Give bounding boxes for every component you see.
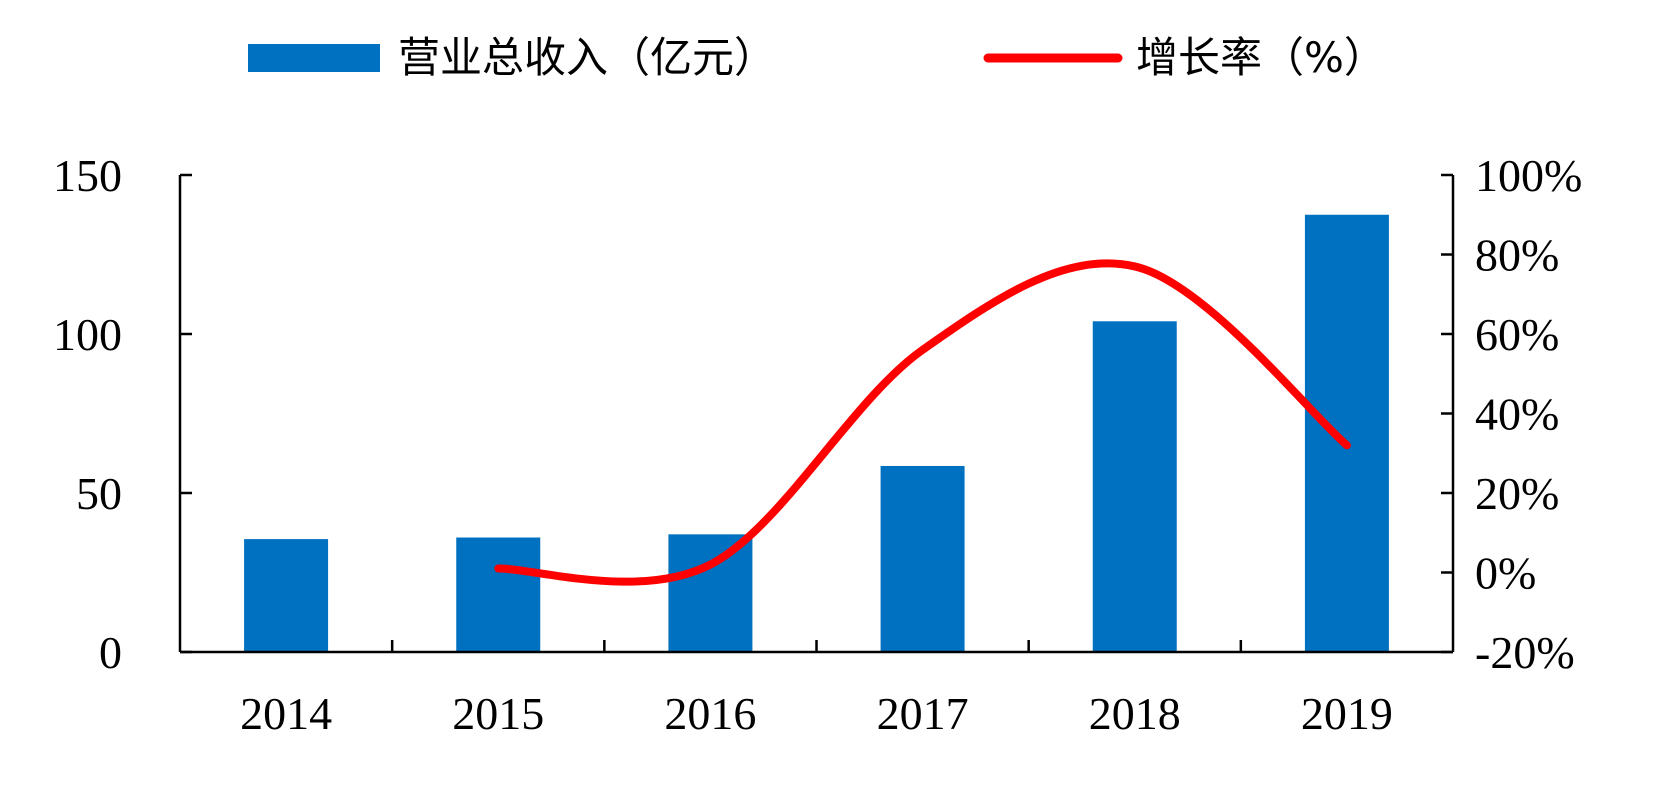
- y-right-tick-label: 60%: [1475, 309, 1559, 360]
- x-tick-label: 2019: [1301, 688, 1393, 739]
- line-series: [494, 259, 1351, 586]
- x-tick-label: 2015: [452, 688, 544, 739]
- y-left-tick-label: 50: [76, 468, 122, 519]
- legend: 营业总收入（亿元） 增长率（%）: [248, 33, 1386, 82]
- bar-2014: [244, 539, 329, 652]
- x-tick-label: 2018: [1089, 688, 1181, 739]
- legend-label-growth: 增长率（%）: [1136, 33, 1386, 82]
- y-right-tick-label: 40%: [1475, 389, 1559, 440]
- growth-rate-line: [494, 259, 1351, 586]
- bar-2017: [880, 465, 965, 652]
- bar-2016: [668, 534, 753, 652]
- y-right-tick-label: -20%: [1475, 627, 1575, 678]
- y-left-tick-label: 0: [99, 627, 122, 678]
- x-tick-label: 2014: [240, 688, 332, 739]
- bar-2019: [1304, 214, 1389, 652]
- y-right-tick-label: 80%: [1475, 230, 1559, 281]
- bar-series: [244, 214, 1389, 652]
- y-right-tick-label: 0%: [1475, 548, 1536, 599]
- x-tick-label: 2017: [877, 688, 969, 739]
- y-left-tick-label: 100: [53, 309, 122, 360]
- bar-2018: [1092, 321, 1177, 652]
- legend-swatch-revenue: [248, 44, 380, 72]
- y-right-tick-label: 100%: [1475, 150, 1582, 201]
- bar-2015: [456, 537, 541, 652]
- x-tick-label: 2016: [664, 688, 756, 739]
- y-left-tick-label: 150: [53, 150, 122, 201]
- axes: 0 50 100 150 -20% 0% 20% 40% 60% 80% 100% 2014 2015 2…: [53, 150, 1582, 739]
- legend-label-revenue: 营业总收入（亿元）: [398, 33, 776, 82]
- y-right-tick-label: 20%: [1475, 468, 1559, 519]
